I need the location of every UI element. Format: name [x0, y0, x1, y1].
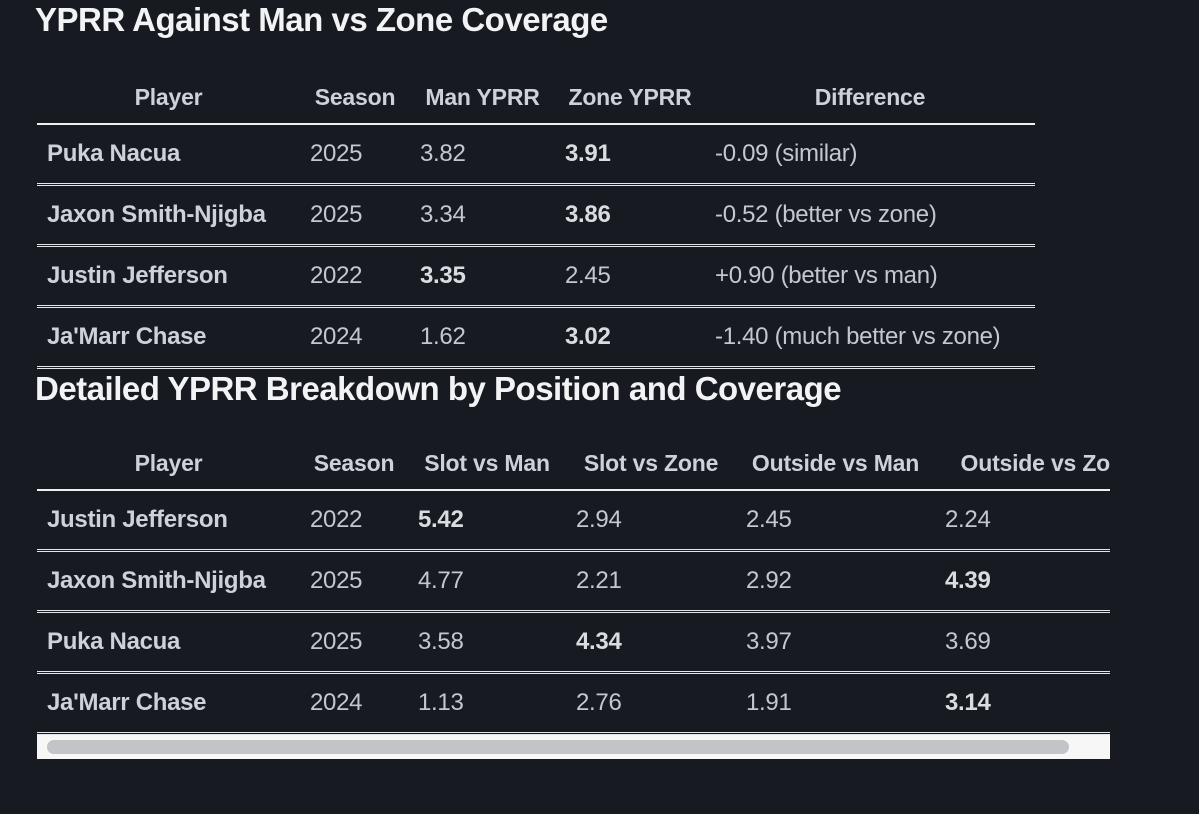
slot-vs-zone-value: 2.76: [576, 689, 622, 716]
player-name: Puka Nacua: [47, 140, 181, 167]
slot-vs-man-value: 3.58: [418, 628, 464, 655]
col-header-slot-vs-zone: Slot vs Zone: [583, 450, 719, 476]
col-header-man-yprr: Man YPRR: [425, 84, 540, 110]
man-yprr-value: 3.35: [420, 262, 466, 289]
difference-value: +0.90 (better vs man): [715, 262, 938, 289]
table-row: Jaxon Smith-Njigba 2025 4.77 2.21 2.92 4…: [37, 551, 1110, 612]
man-yprr-value: 1.62: [420, 323, 466, 350]
outside-vs-zone-value: 2.24: [945, 506, 991, 533]
season-value: 2024: [310, 689, 363, 716]
season-value: 2025: [310, 201, 363, 228]
outside-vs-man-value: 2.45: [746, 506, 792, 533]
table-header-row: Player Season Slot vs Man Slot vs Zone O…: [37, 444, 1110, 490]
zone-yprr-value: 3.02: [565, 323, 611, 350]
difference-value: -1.40 (much better vs zone): [715, 323, 1001, 350]
zone-yprr-value: 3.91: [565, 140, 611, 167]
season-value: 2024: [310, 323, 363, 350]
outside-vs-zone-value: 4.39: [945, 567, 991, 594]
col-header-outside-vs-man: Outside vs Man: [751, 450, 920, 476]
col-header-outside-vs-zone: Outside vs Zone: [960, 450, 1110, 476]
table-row: Jaxon Smith-Njigba 2025 3.34 3.86 -0.52 …: [37, 185, 1035, 246]
table-row: Justin Jefferson 2022 3.35 2.45 +0.90 (b…: [37, 246, 1035, 307]
horizontal-scroll-viewport[interactable]: Player Season Slot vs Man Slot vs Zone O…: [37, 409, 1110, 735]
player-name: Jaxon Smith-Njigba: [47, 567, 266, 594]
col-header-slot-vs-man: Slot vs Man: [424, 450, 550, 476]
difference-value: -0.52 (better vs zone): [715, 201, 937, 228]
horizontal-scrollbar-track[interactable]: [37, 735, 1110, 759]
table-row: Puka Nacua 2025 3.58 4.34 3.97 3.69: [37, 612, 1110, 673]
section-title-man-vs-zone: YPRR Against Man vs Zone Coverage: [35, 1, 608, 38]
col-header-season: Season: [314, 84, 396, 110]
slot-vs-man-value: 5.42: [418, 506, 464, 533]
slot-vs-zone-value: 4.34: [576, 628, 622, 655]
yprr-detail-table: Player Season Slot vs Man Slot vs Zone O…: [37, 444, 1110, 735]
man-yprr-value: 3.34: [420, 201, 466, 228]
player-name: Justin Jefferson: [47, 506, 228, 533]
outside-vs-zone-value: 3.69: [945, 628, 991, 655]
section-title-detailed-breakdown: Detailed YPRR Breakdown by Position and …: [35, 370, 842, 407]
difference-value: -0.09 (similar): [715, 140, 858, 167]
season-value: 2022: [310, 506, 363, 533]
outside-vs-man-value: 1.91: [746, 689, 792, 716]
player-name: Ja'Marr Chase: [47, 689, 207, 716]
season-value: 2025: [310, 140, 363, 167]
zone-yprr-value: 2.45: [565, 262, 611, 289]
outside-vs-zone-value: 3.14: [945, 689, 991, 716]
season-value: 2025: [310, 567, 363, 594]
yprr-man-zone-table: Player Season Man YPRR Zone YPRR Differe…: [37, 78, 1035, 369]
horizontal-scrollbar-thumb[interactable]: [47, 740, 1069, 754]
col-header-difference: Difference: [814, 84, 926, 110]
col-header-player: Player: [134, 450, 203, 476]
zone-yprr-value: 3.86: [565, 201, 611, 228]
col-header-season: Season: [313, 450, 395, 476]
table-row: Ja'Marr Chase 2024 1.62 3.02 -1.40 (much…: [37, 307, 1035, 368]
col-header-zone-yprr: Zone YPRR: [568, 84, 692, 110]
player-name: Puka Nacua: [47, 628, 181, 655]
slot-vs-man-value: 4.77: [418, 567, 464, 594]
season-value: 2022: [310, 262, 363, 289]
outside-vs-man-value: 3.97: [746, 628, 792, 655]
slot-vs-zone-value: 2.94: [576, 506, 622, 533]
slot-vs-zone-value: 2.21: [576, 567, 622, 594]
player-name: Justin Jefferson: [47, 262, 228, 289]
outside-vs-man-value: 2.92: [746, 567, 792, 594]
man-yprr-value: 3.82: [420, 140, 466, 167]
col-header-player: Player: [134, 84, 203, 110]
table-row: Puka Nacua 2025 3.82 3.91 -0.09 (similar…: [37, 124, 1035, 185]
table-header-row: Player Season Man YPRR Zone YPRR Differe…: [37, 78, 1035, 124]
season-value: 2025: [310, 628, 363, 655]
table-row: Justin Jefferson 2022 5.42 2.94 2.45 2.2…: [37, 490, 1110, 551]
player-name: Ja'Marr Chase: [47, 323, 207, 350]
table-row: Ja'Marr Chase 2024 1.13 2.76 1.91 3.14: [37, 673, 1110, 734]
slot-vs-man-value: 1.13: [418, 689, 464, 716]
player-name: Jaxon Smith-Njigba: [47, 201, 266, 228]
message-content: YPRR Against Man vs Zone Coverage Player…: [35, 1, 1110, 759]
